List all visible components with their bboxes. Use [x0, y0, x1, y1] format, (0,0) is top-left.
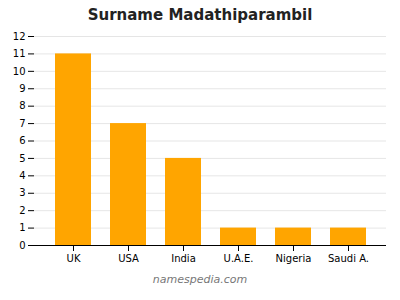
svg-text:U.A.E.: U.A.E.	[224, 253, 254, 264]
svg-text:7: 7	[19, 118, 25, 129]
svg-text:3: 3	[19, 187, 25, 198]
svg-text:12: 12	[13, 31, 26, 42]
svg-text:8: 8	[19, 100, 25, 111]
svg-text:10: 10	[13, 66, 26, 77]
html-text:namespedia.com: namespedia.com	[152, 273, 248, 286]
svg-text:2: 2	[19, 205, 25, 216]
svg-text:4: 4	[19, 170, 25, 181]
svg-text:1: 1	[19, 222, 25, 233]
svg-text:USA: USA	[118, 253, 139, 264]
svg-text:9: 9	[19, 83, 25, 94]
svg-text:UK: UK	[67, 253, 81, 264]
svg-text:Nigeria: Nigeria	[276, 253, 312, 264]
svg-text:0: 0	[19, 240, 25, 251]
svg-text:11: 11	[13, 48, 26, 59]
svg-text:6: 6	[19, 135, 25, 146]
svg-text:India: India	[171, 253, 196, 264]
svg-text:Saudi A.: Saudi A.	[328, 253, 369, 264]
svg-text:5: 5	[19, 153, 25, 164]
html-text:Surname Madathiparambil: Surname Madathiparambil	[87, 6, 313, 24]
